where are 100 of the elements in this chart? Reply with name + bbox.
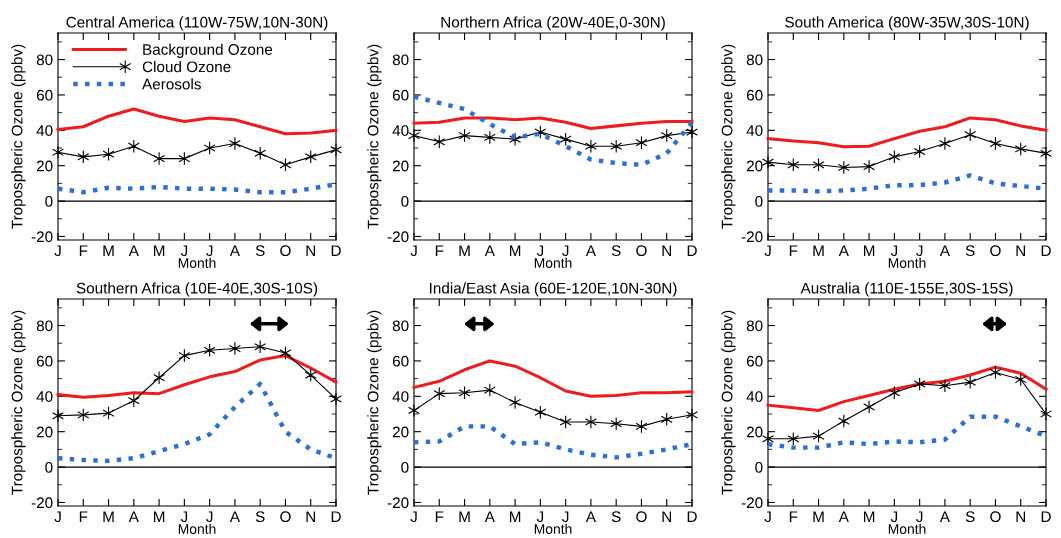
y-axis-title: Tropospheric Ozone (ppbv) — [721, 44, 736, 229]
point — [254, 339, 267, 354]
point — [610, 139, 623, 154]
point — [863, 159, 876, 174]
chart-title: Central America (110W-75W,10N-30N) — [66, 16, 328, 31]
point — [77, 408, 90, 422]
point — [52, 145, 64, 160]
x-tick-label: J — [890, 511, 898, 523]
point — [888, 150, 901, 164]
x-tick-label: J — [562, 245, 569, 257]
x-tick-label: D — [331, 245, 341, 256]
line-series — [412, 359, 694, 398]
y-tick-label: 20 — [392, 160, 409, 172]
point — [102, 147, 115, 161]
point — [660, 412, 673, 427]
x-tick-label: A — [484, 245, 495, 256]
point — [1014, 372, 1027, 387]
y-tick-label: 20 — [392, 426, 409, 438]
point — [330, 142, 342, 157]
point — [989, 136, 1002, 151]
point — [610, 416, 623, 431]
x-tick-label: M — [509, 245, 521, 256]
y-tick-label: 60 — [392, 89, 409, 101]
x-tick-label: A — [128, 511, 139, 522]
chart-title: India/East Asia (60E-120E,10N-30N) — [430, 282, 677, 297]
x-tick-label: F — [435, 511, 444, 522]
x-tick-label: M — [153, 511, 165, 522]
point — [433, 135, 446, 149]
x-tick-label: J — [764, 511, 771, 523]
x-tick-label: S — [255, 245, 265, 257]
x-tick-label: M — [153, 245, 165, 256]
legend-label: Background Ozone — [143, 43, 273, 58]
point — [509, 395, 522, 410]
x-tick-label: D — [1041, 245, 1051, 256]
point — [837, 160, 850, 175]
x-tick-label: O — [280, 511, 291, 523]
y-tick-label: 80 — [746, 320, 763, 332]
point — [989, 365, 1002, 380]
y-tick-label: 40 — [746, 125, 763, 136]
line-series — [56, 107, 338, 136]
x-tick-label: N — [306, 245, 315, 256]
x-tick-label: J — [410, 511, 417, 523]
point — [77, 150, 90, 164]
y-tick-label: -20 — [387, 497, 409, 509]
x-tick-label: O — [636, 511, 647, 523]
y-tick-label: 0 — [401, 195, 409, 207]
y-tick-label: 40 — [36, 125, 53, 136]
x-tick-label: J — [536, 245, 544, 257]
x-tick-label: N — [662, 245, 671, 256]
x-tick-label: S — [611, 245, 621, 257]
point — [787, 158, 800, 172]
y-tick-label: 40 — [746, 391, 763, 402]
x-axis-title: Month — [888, 257, 926, 268]
x-tick-label: M — [459, 511, 470, 522]
point — [913, 377, 926, 391]
point — [762, 431, 774, 446]
x-tick-label: N — [1016, 245, 1025, 256]
x-tick-label: F — [789, 511, 798, 522]
point — [964, 127, 977, 142]
point — [584, 415, 597, 429]
point — [304, 150, 317, 164]
legend-label: Aerosols — [142, 78, 201, 90]
y-tick-label: 80 — [746, 54, 763, 66]
y-tick-label: 60 — [36, 89, 53, 101]
point — [203, 343, 216, 358]
point — [153, 370, 166, 385]
point — [964, 375, 977, 389]
point — [660, 128, 673, 143]
x-tick-label: D — [687, 511, 697, 522]
y-tick-label: 60 — [746, 355, 763, 367]
y-tick-label: -20 — [31, 231, 53, 243]
x-tick-label: O — [990, 511, 1001, 523]
x-tick-label: M — [813, 511, 824, 522]
x-tick-label: M — [509, 511, 521, 522]
point — [812, 158, 825, 172]
x-tick-label: A — [585, 245, 596, 256]
point — [408, 403, 420, 418]
chart-title: Southern Africa (10E-40E,30S-10S) — [76, 282, 318, 297]
x-tick-label: F — [789, 245, 798, 256]
chart-title: South America (80W-35W,30S-10N) — [785, 16, 1029, 31]
y-tick-label: 80 — [392, 54, 409, 66]
x-tick-label: A — [939, 511, 950, 522]
y-axis-title: Tropospheric Ozone (ppbv) — [367, 44, 382, 229]
point — [534, 405, 547, 420]
point — [203, 141, 216, 155]
y-axis-title: Tropospheric Ozone (ppbv) — [11, 44, 26, 229]
point — [127, 139, 140, 154]
x-tick-label: N — [306, 511, 315, 522]
x-tick-label: J — [562, 511, 569, 523]
y-axis-title: Tropospheric Ozone (ppbv) — [11, 310, 26, 495]
x-tick-label: J — [206, 511, 213, 523]
point — [938, 378, 951, 393]
point — [458, 128, 471, 143]
x-tick-label: F — [435, 245, 444, 256]
x-tick-label: O — [280, 245, 291, 257]
x-tick-label: A — [838, 511, 849, 522]
x-tick-label: S — [611, 511, 621, 523]
point — [1014, 142, 1027, 156]
point — [686, 125, 698, 139]
x-tick-label: M — [863, 511, 875, 522]
